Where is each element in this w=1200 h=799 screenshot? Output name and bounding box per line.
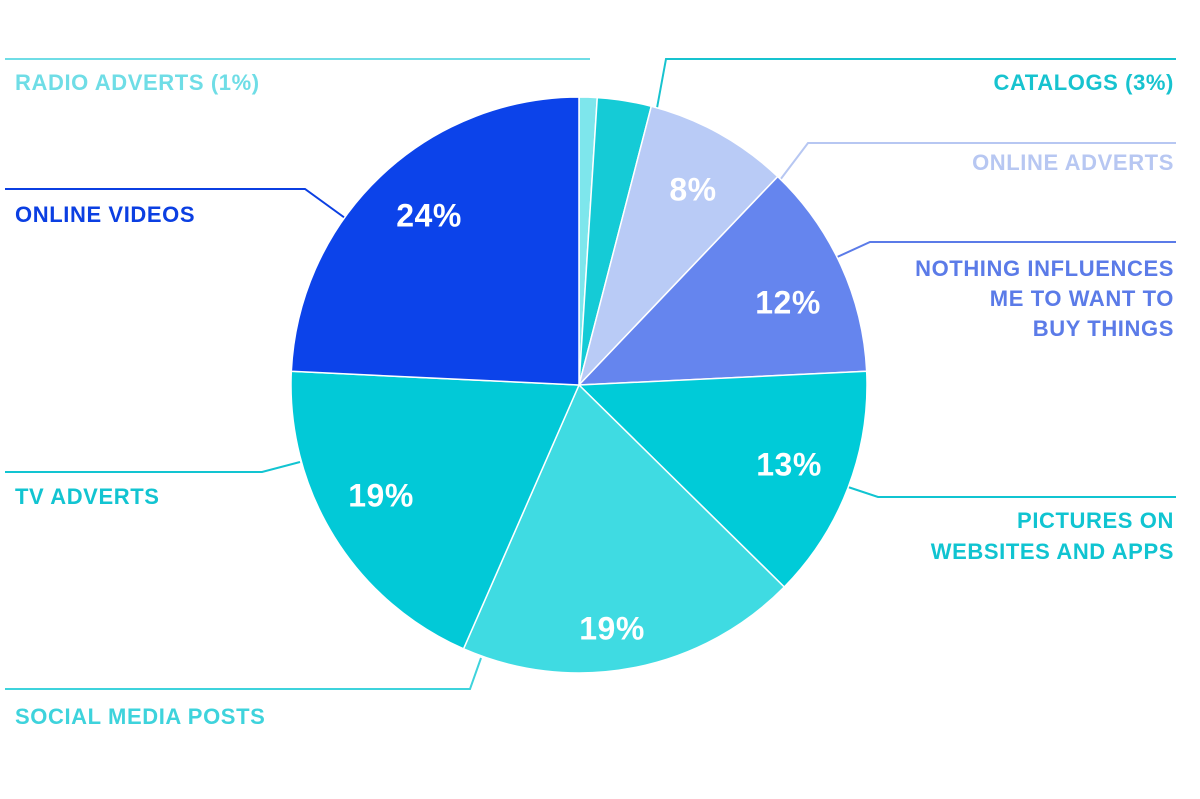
category-label-online-adverts: ONLINE ADVERTS bbox=[972, 150, 1174, 175]
leader-lines bbox=[5, 58, 1176, 690]
category-label-line: BUY THINGS bbox=[1033, 316, 1174, 341]
category-label-tv-adverts: TV ADVERTS bbox=[15, 484, 160, 509]
pie-slice-social-media-posts bbox=[462, 384, 786, 674]
category-label-line: NOTHING INFLUENCES bbox=[915, 256, 1174, 281]
pie-slice-pictures-on-websites-and-apps bbox=[578, 370, 868, 588]
pie-slice-tv-adverts bbox=[290, 370, 580, 650]
category-label-pictures-on-websites-and-apps: PICTURES ON WEBSITES AND APPS bbox=[931, 508, 1174, 564]
leader-line-online-videos bbox=[5, 188, 346, 219]
value-label-online-adverts: 8% bbox=[669, 171, 716, 207]
category-label-line: CATALOGS (3%) bbox=[993, 70, 1174, 95]
category-label-social-media-posts: SOCIAL MEDIA POSTS bbox=[15, 704, 265, 729]
category-label-line: WEBSITES AND APPS bbox=[931, 539, 1174, 564]
category-label-catalogs-3: CATALOGS (3%) bbox=[993, 70, 1174, 95]
value-label-online-videos: 24% bbox=[396, 197, 462, 233]
leader-line-pictures-on-websites-and-apps bbox=[847, 486, 1176, 498]
category-label-line: TV ADVERTS bbox=[15, 484, 160, 509]
category-label-line: RADIO ADVERTS (1%) bbox=[15, 70, 260, 95]
category-label-line: ME TO WANT TO bbox=[990, 286, 1174, 311]
pie-slice-nothing-influences-me-to-want-to-buy-things bbox=[578, 175, 868, 386]
category-label-online-videos: ONLINE VIDEOS bbox=[15, 202, 195, 227]
value-label-social-media-posts: 19% bbox=[579, 610, 645, 646]
category-label-line: SOCIAL MEDIA POSTS bbox=[15, 704, 265, 729]
leader-line-catalogs-3 bbox=[656, 58, 1176, 109]
leader-line-nothing-influences-me-to-want-to-buy-things bbox=[834, 241, 1176, 259]
value-label-pictures-on-websites-and-apps: 13% bbox=[756, 446, 822, 482]
pie-slice-online-adverts bbox=[578, 105, 779, 386]
category-label-line: PICTURES ON bbox=[1017, 508, 1174, 533]
value-label-tv-adverts: 19% bbox=[348, 477, 414, 513]
pie-slice-online-videos bbox=[290, 96, 580, 386]
category-label-line: ONLINE ADVERTS bbox=[972, 150, 1174, 175]
category-label-nothing-influences-me-to-want-to-buy-things: NOTHING INFLUENCES ME TO WANT TO BUY THING… bbox=[915, 256, 1174, 341]
leader-line-tv-adverts bbox=[5, 461, 301, 473]
value-labels: 8% 12% 13% 19% 19% 24% bbox=[348, 171, 822, 646]
value-label-nothing-influences-me-to-want-to-buy-things: 12% bbox=[755, 284, 821, 320]
leader-line-online-adverts bbox=[779, 142, 1176, 181]
category-labels: RADIO ADVERTS (1%) CATALOGS (3%) ONLINE AD… bbox=[15, 70, 1174, 729]
category-label-radio-adverts-1: RADIO ADVERTS (1%) bbox=[15, 70, 260, 95]
leader-line-social-media-posts bbox=[5, 657, 482, 690]
pie-slices bbox=[290, 96, 868, 674]
category-label-line: ONLINE VIDEOS bbox=[15, 202, 195, 227]
